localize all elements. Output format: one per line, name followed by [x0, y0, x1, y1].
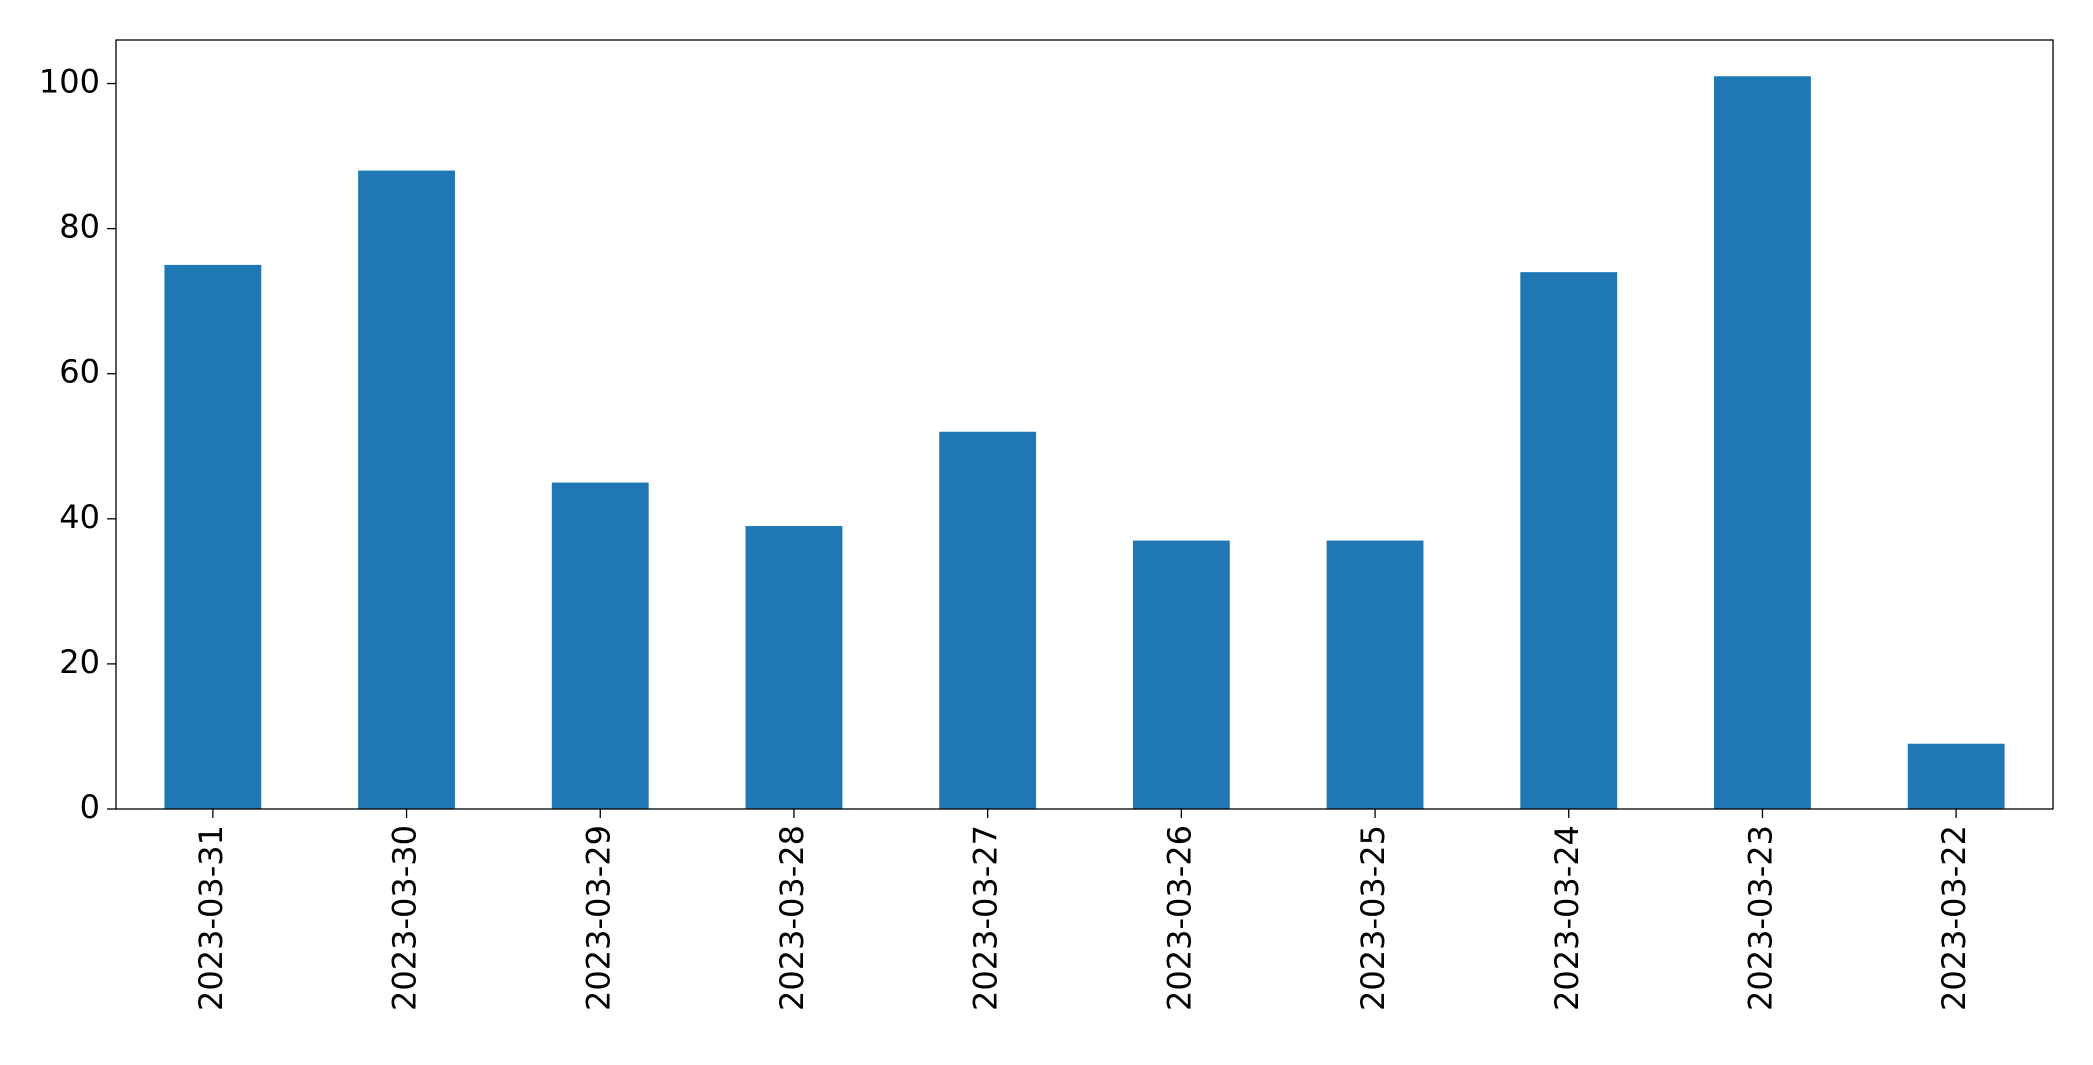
x-tick-label: 2023-03-23 [1741, 825, 1779, 1011]
x-tick-label: 2023-03-31 [192, 825, 230, 1011]
bar [1520, 272, 1618, 809]
bar [358, 170, 455, 809]
bar [1714, 76, 1811, 810]
bar [1907, 743, 2005, 809]
x-tick-label: 2023-03-24 [1548, 825, 1586, 1011]
x-tick-label: 2023-03-27 [967, 825, 1005, 1011]
x-tick-label: 2023-03-30 [386, 825, 424, 1011]
x-tick-label: 2023-03-26 [1160, 825, 1198, 1011]
plot-frame [115, 39, 2054, 810]
y-tick-label: 80 [59, 208, 100, 246]
bar [164, 264, 262, 809]
bar [1326, 540, 1424, 809]
x-tick-label: 2023-03-22 [1935, 825, 1973, 1011]
y-tick-label: 60 [59, 353, 100, 391]
y-tick-label: 0 [80, 788, 100, 826]
bar [1132, 540, 1230, 809]
x-tick-label: 2023-03-25 [1354, 825, 1392, 1011]
bar [551, 482, 649, 809]
bar [745, 526, 843, 809]
y-tick-label: 20 [59, 643, 100, 681]
x-tick-label: 2023-03-29 [579, 825, 617, 1011]
y-tick-label: 40 [59, 498, 100, 536]
y-tick-label: 100 [39, 63, 100, 101]
x-tick-label: 2023-03-28 [773, 825, 811, 1011]
bar [939, 431, 1037, 809]
